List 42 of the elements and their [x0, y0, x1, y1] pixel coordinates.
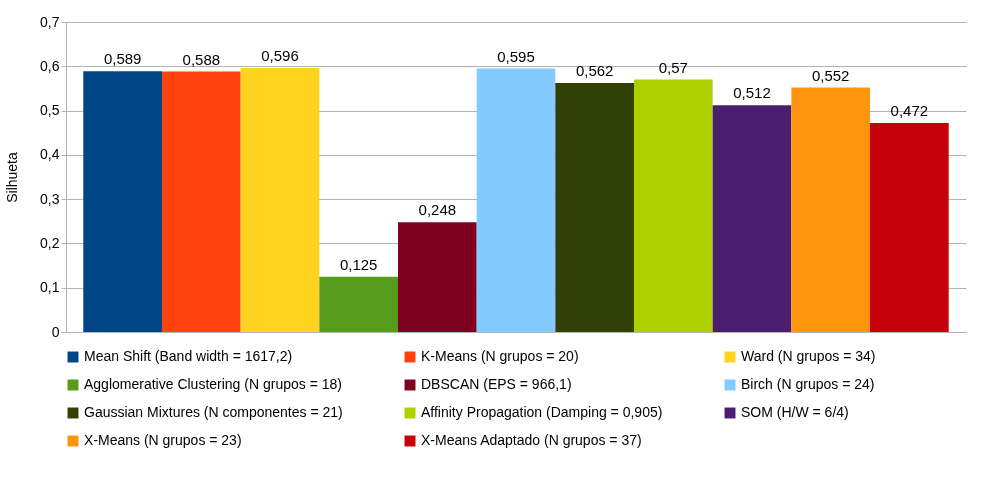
bar: [870, 122, 949, 332]
y-tick-label: 0,4: [40, 146, 60, 163]
y-tick-label: 0,6: [40, 57, 60, 74]
legend-label: DBSCAN (EPS = 966,1): [421, 376, 572, 392]
data-label: 0,595: [497, 47, 535, 65]
legend-label: Birch (N grupos = 24): [741, 376, 875, 392]
legend-label: Agglomerative Clustering (N grupos = 18): [84, 376, 342, 392]
bar: [555, 83, 635, 332]
bar: [240, 68, 320, 332]
bar: [712, 105, 792, 332]
legend-label: X-Means Adaptado (N grupos = 37): [421, 432, 642, 448]
legend-label: Affinity Propagation (Damping = 0,905): [421, 404, 663, 420]
y-tick-label: 0: [51, 323, 60, 340]
data-label: 0,552: [811, 66, 850, 84]
legend-label: K-Means (N grupos = 20): [421, 348, 579, 364]
data-label: 0,512: [733, 84, 771, 102]
y-tick-label: 0,7: [40, 13, 60, 30]
legend-label: Ward (N grupos = 34): [741, 348, 876, 364]
data-label: 0,472: [890, 101, 929, 119]
bar: [319, 276, 398, 332]
y-tick-label: 0,1: [40, 279, 60, 296]
data-label: 0,57: [658, 58, 688, 76]
data-label: 0,596: [261, 47, 299, 65]
bar: [791, 87, 871, 332]
y-tick-label: 0,5: [40, 102, 60, 119]
bar: [83, 71, 162, 332]
data-label: 0,588: [182, 50, 221, 68]
data-label: 0,589: [103, 50, 142, 68]
y-tick-label: 0,2: [40, 234, 60, 251]
y-axis-title: Silhueta: [4, 151, 21, 203]
y-tick-label: 0,3: [40, 190, 60, 207]
bar: [397, 222, 477, 332]
legend-label: SOM (H/W = 6/4): [741, 404, 849, 420]
data-label: 0,125: [339, 255, 378, 273]
data-label: 0,562: [575, 62, 614, 80]
legend-label: Gaussian Mixtures (N componentes = 21): [84, 404, 343, 420]
bar: [476, 68, 556, 332]
data-label: 0,248: [418, 201, 457, 219]
legend-label: X-Means (N grupos = 23): [84, 432, 242, 448]
bar: [161, 71, 241, 332]
bar: [634, 79, 713, 332]
legend-label: Mean Shift (Band width = 1617,2): [84, 348, 293, 364]
